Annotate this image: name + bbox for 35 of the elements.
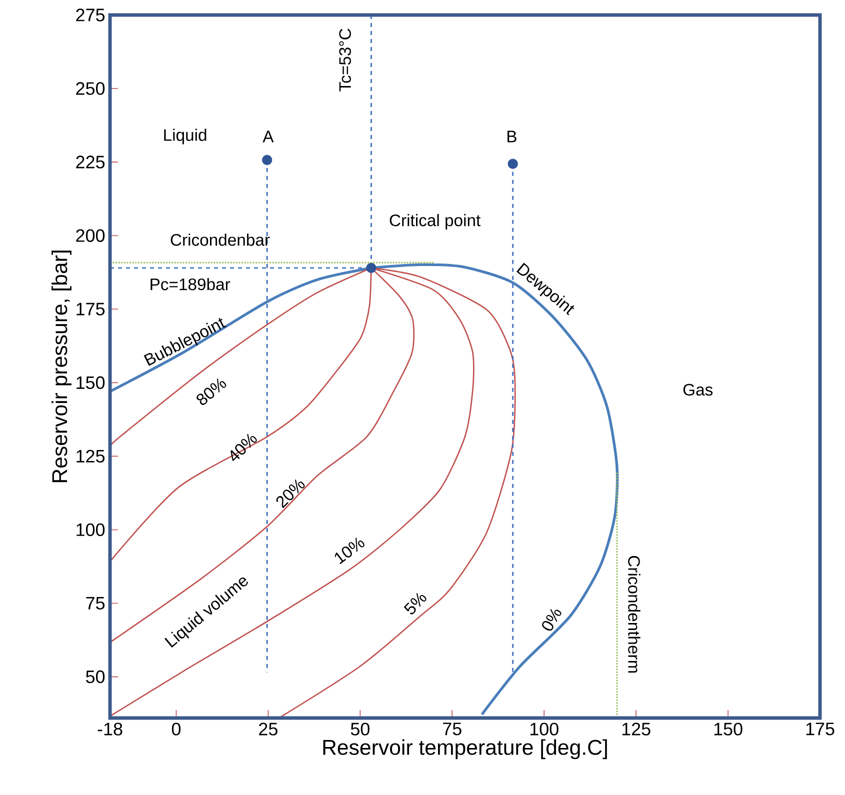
x-tick-label: 175 bbox=[806, 722, 834, 736]
annotation: Critical point bbox=[390, 214, 481, 230]
annotation: 0% bbox=[542, 608, 562, 631]
annotation: 80% bbox=[196, 378, 226, 405]
x-axis-title: Reservoir temperature [deg.C] bbox=[323, 739, 607, 760]
y-tick-label: 50 bbox=[86, 670, 105, 684]
y-tick-label: 100 bbox=[76, 523, 105, 536]
x-tick-label: -18 bbox=[98, 722, 122, 736]
x-tick-label: 100 bbox=[530, 722, 558, 736]
annotation: 5% bbox=[404, 592, 426, 614]
x-tick-label: 75 bbox=[443, 722, 462, 736]
annotation: Cricondenbar bbox=[170, 234, 270, 246]
x-tick-label: 25 bbox=[259, 722, 278, 736]
y-tick-label: 75 bbox=[86, 596, 105, 610]
x-tick-label: 0 bbox=[172, 722, 181, 736]
annotation: Tc=53°C bbox=[339, 28, 351, 92]
y-tick-label: 250 bbox=[76, 82, 105, 95]
y-tick-label: 225 bbox=[76, 156, 105, 168]
x-tick-label: 125 bbox=[622, 722, 650, 736]
annotation: Cricondentherm bbox=[628, 556, 640, 673]
annotation: Gas bbox=[683, 384, 713, 396]
y-tick-label: 150 bbox=[76, 376, 105, 390]
annotation: 40% bbox=[230, 434, 257, 462]
y-tick-label: 200 bbox=[76, 229, 105, 242]
y-tick-label: 275 bbox=[76, 8, 105, 22]
annotation: Liquid bbox=[164, 128, 206, 144]
x-tick-label: 150 bbox=[714, 722, 742, 736]
annotation: Pc=189bar bbox=[150, 278, 230, 290]
y-tick-label: 125 bbox=[76, 450, 105, 463]
y-tick-label: 175 bbox=[76, 302, 105, 316]
annotation: A bbox=[262, 130, 274, 142]
x-tick-label: 50 bbox=[350, 722, 370, 736]
annotation: B bbox=[508, 130, 516, 142]
y-axis-title: Reservoir pressure, [bar] bbox=[52, 250, 72, 482]
annotation: 10% bbox=[334, 538, 364, 564]
